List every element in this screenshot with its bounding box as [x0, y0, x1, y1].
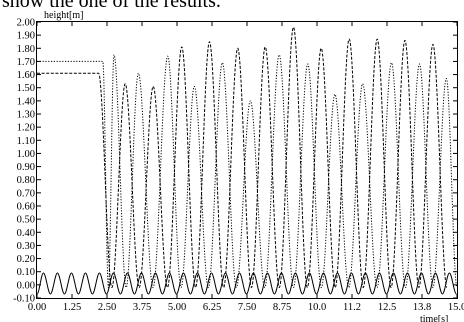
x-tick-label: 10.0 — [308, 302, 326, 313]
y-tick-label: 0.70 — [17, 188, 35, 199]
y-tick-label: 1.10 — [17, 136, 35, 147]
y-tick-label: 1.20 — [17, 123, 35, 134]
y-tick-label: 1.30 — [17, 110, 35, 121]
x-tick-label: 15.0 — [448, 302, 464, 313]
x-tick-label: 7.50 — [238, 302, 256, 313]
y-tick-label: 1.70 — [17, 57, 35, 68]
y-tick-label: 1.60 — [17, 70, 35, 81]
y-tick-label: 0.00 — [17, 280, 35, 291]
x-tick-label: 5.00 — [168, 302, 186, 313]
series-line-solid — [36, 272, 457, 295]
series-line-dashed — [37, 26, 448, 288]
x-tick-label: 3.75 — [133, 302, 151, 313]
x-tick-label: 1.25 — [63, 302, 81, 313]
plot-area — [36, 26, 458, 295]
x-axis-title: time[s] — [420, 314, 448, 322]
series-line-dotted — [37, 54, 458, 288]
x-tick-label: 6.25 — [203, 302, 221, 313]
y-tick-label: 0.30 — [17, 241, 35, 252]
y-tick-label: 0.20 — [17, 254, 35, 265]
x-tick-label: 12.5 — [378, 302, 396, 313]
y-axis-title: height[m] — [44, 10, 83, 21]
y-tick-label: 2.00 — [17, 18, 35, 29]
x-tick-label: 11.2 — [343, 302, 361, 313]
y-tick-label: 1.00 — [17, 149, 35, 160]
y-tick-label: 1.40 — [17, 96, 35, 107]
y-tick-label: 0.80 — [17, 175, 35, 186]
axis-ticks: -0.100.000.100.200.300.400.500.600.700.8… — [13, 18, 464, 314]
y-tick-label: 0.10 — [17, 267, 35, 278]
y-tick-label: 0.60 — [17, 202, 35, 213]
x-tick-label: 13.8 — [413, 302, 431, 313]
y-tick-label: 0.90 — [17, 162, 35, 173]
x-tick-label: 0.00 — [28, 302, 46, 313]
y-tick-label: 0.40 — [17, 228, 35, 239]
y-tick-label: 0.50 — [17, 215, 35, 226]
x-tick-label: 2.50 — [98, 302, 116, 313]
y-tick-label: -0.10 — [13, 294, 35, 305]
y-tick-label: 1.50 — [17, 83, 35, 94]
y-tick-label: 1.80 — [17, 44, 35, 55]
y-tick-label: 1.90 — [17, 31, 35, 42]
x-tick-label: 8.75 — [273, 302, 291, 313]
caption-text: show the one of the results. — [2, 0, 221, 12]
plot-frame — [36, 21, 458, 299]
